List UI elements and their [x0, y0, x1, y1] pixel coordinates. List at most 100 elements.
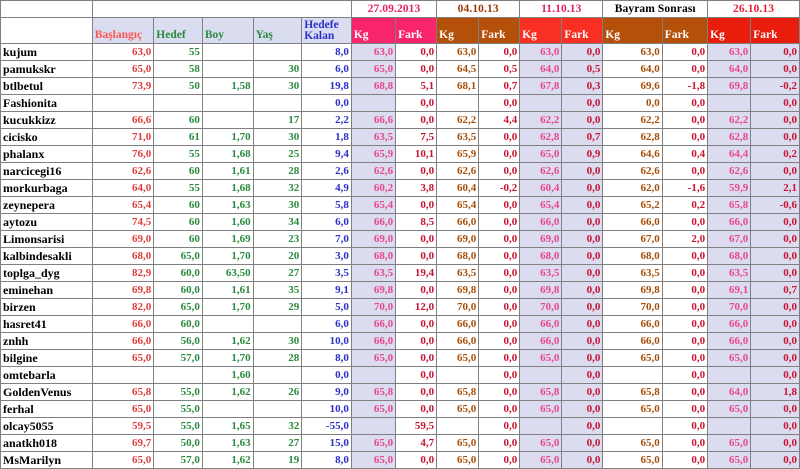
cell-fark-4[interactable]: 0,0 — [750, 162, 800, 180]
cell-hedefe-kalan[interactable]: 9,4 — [301, 145, 352, 163]
row-name[interactable]: bilgine — [0, 349, 93, 367]
header-yas[interactable]: Yaş — [252, 17, 303, 44]
header-hedef[interactable]: Hedef — [153, 17, 203, 44]
cell-hedef[interactable]: 60 — [153, 213, 203, 231]
cell-kg-3[interactable]: 64,6 — [602, 145, 663, 163]
cell-baslangic[interactable]: 82,9 — [91, 264, 155, 282]
cell-yas[interactable]: 28 — [252, 162, 303, 180]
row-name[interactable]: omtebarla — [0, 366, 93, 384]
cell-kg-3[interactable]: 65,2 — [602, 196, 663, 214]
cell-boy[interactable] — [201, 43, 254, 61]
cell-kg-2[interactable]: 62,8 — [519, 128, 563, 146]
row-name[interactable]: cicisko — [0, 128, 93, 146]
cell-kg-1[interactable]: 65,9 — [436, 145, 480, 163]
cell-fark-2[interactable]: 0,0 — [561, 315, 604, 333]
cell-fark-3[interactable]: 0,0 — [661, 298, 709, 316]
cell-boy[interactable]: 1,61 — [201, 162, 254, 180]
cell-kg-2[interactable]: 65,0 — [519, 145, 563, 163]
cell-hedefe-kalan[interactable]: 2,2 — [301, 111, 352, 129]
cell-kg-4[interactable]: 63,0 — [707, 43, 752, 61]
row-name[interactable]: Fashionita — [0, 94, 93, 112]
cell-fark-4[interactable]: 0,0 — [750, 230, 800, 248]
cell-yas[interactable]: 27 — [252, 264, 303, 282]
cell-kg-0[interactable]: 66,0 — [350, 332, 397, 350]
cell-hedefe-kalan[interactable]: 10,0 — [301, 332, 352, 350]
cell-kg-2[interactable]: 64,0 — [519, 60, 563, 78]
header-kg-2[interactable]: Kg — [519, 17, 563, 44]
date-group-1[interactable]: 04.10.13 — [436, 0, 521, 18]
cell-kg-0[interactable]: 63,5 — [350, 264, 397, 282]
cell-baslangic[interactable]: 65,0 — [91, 400, 155, 418]
cell-yas[interactable]: 20 — [252, 247, 303, 265]
cell-hedefe-kalan[interactable]: 6,0 — [301, 60, 352, 78]
cell-fark-0[interactable]: 12,0 — [395, 298, 438, 316]
header-kg-0[interactable]: Kg — [350, 17, 397, 44]
cell-fark-4[interactable]: 0,0 — [750, 111, 800, 129]
table-row[interactable]: ferhal 65,0 55,0 10,0 65,0 0,0 65,0 0,0 65,0 0,0 6… — [0, 400, 800, 418]
cell-fark-2[interactable]: 0,0 — [561, 332, 604, 350]
cell-fark-3[interactable]: 0,0 — [661, 451, 709, 469]
cell-baslangic[interactable]: 71,0 — [91, 128, 155, 146]
cell-kg-4[interactable] — [707, 94, 752, 112]
cell-fark-3[interactable]: 0,0 — [661, 111, 709, 129]
cell-yas[interactable] — [252, 366, 303, 384]
cell-fark-4[interactable]: 0,0 — [750, 366, 800, 384]
header-fark-2[interactable]: Fark — [561, 17, 604, 44]
cell-boy[interactable] — [201, 60, 254, 78]
cell-fark-1[interactable]: 0,0 — [478, 230, 521, 248]
cell-fark-1[interactable]: 0,0 — [478, 332, 521, 350]
cell-kg-2[interactable]: 66,0 — [519, 315, 563, 333]
cell-kg-3[interactable]: 64,0 — [602, 60, 663, 78]
cell-kg-2[interactable] — [519, 94, 563, 112]
row-name[interactable]: kujum — [0, 43, 93, 61]
cell-kg-3[interactable]: 67,0 — [602, 230, 663, 248]
cell-baslangic[interactable]: 66,0 — [91, 332, 155, 350]
cell-fark-2[interactable]: 0,0 — [561, 111, 604, 129]
cell-fark-3[interactable]: -1,8 — [661, 77, 709, 95]
cell-yas[interactable]: 25 — [252, 145, 303, 163]
cell-fark-4[interactable]: 0,0 — [750, 400, 800, 418]
cell-fark-4[interactable]: 0,0 — [750, 43, 800, 61]
cell-hedefe-kalan[interactable]: 2,6 — [301, 162, 352, 180]
cell-kg-2[interactable]: 68,0 — [519, 247, 563, 265]
cell-yas[interactable]: 19 — [252, 451, 303, 469]
cell-fark-0[interactable]: 0,0 — [395, 162, 438, 180]
cell-kg-3[interactable]: 66,0 — [602, 315, 663, 333]
cell-kg-2[interactable]: 65,4 — [519, 196, 563, 214]
cell-kg-1[interactable]: 66,0 — [436, 213, 480, 231]
cell-boy[interactable]: 1,68 — [201, 145, 254, 163]
cell-kg-2[interactable]: 60,4 — [519, 179, 563, 197]
cell-baslangic[interactable]: 69,7 — [91, 434, 155, 452]
cell-fark-3[interactable]: 0,0 — [661, 383, 709, 401]
cell-fark-3[interactable]: 0,0 — [661, 400, 709, 418]
cell-fark-4[interactable]: 0,0 — [750, 60, 800, 78]
cell-fark-1[interactable]: 0,0 — [478, 383, 521, 401]
cell-fark-2[interactable]: 0,0 — [561, 298, 604, 316]
cell-kg-1[interactable]: 65,0 — [436, 434, 480, 452]
cell-hedefe-kalan[interactable]: 19,8 — [301, 77, 352, 95]
cell-fark-4[interactable]: 0,0 — [750, 315, 800, 333]
cell-hedef[interactable]: 55 — [153, 43, 203, 61]
cell-fark-0[interactable]: 59,5 — [395, 417, 438, 435]
cell-kg-1[interactable]: 63,5 — [436, 264, 480, 282]
cell-fark-1[interactable]: 0,0 — [478, 196, 521, 214]
cell-fark-2[interactable]: 0,0 — [561, 400, 604, 418]
cell-baslangic[interactable]: 76,0 — [91, 145, 155, 163]
cell-hedef[interactable]: 60,0 — [153, 281, 203, 299]
cell-fark-0[interactable]: 0,0 — [395, 43, 438, 61]
cell-fark-2[interactable]: 0,0 — [561, 196, 604, 214]
cell-yas[interactable]: 17 — [252, 111, 303, 129]
cell-kg-0[interactable]: 68,8 — [350, 77, 397, 95]
cell-hedefe-kalan[interactable]: 5,8 — [301, 196, 352, 214]
cell-kg-4[interactable]: 66,0 — [707, 332, 752, 350]
row-name[interactable]: btlbetul — [0, 77, 93, 95]
row-name[interactable]: kalbindesakli — [0, 247, 93, 265]
cell-fark-2[interactable]: 0,0 — [561, 213, 604, 231]
cell-hedefe-kalan[interactable]: 9,1 — [301, 281, 352, 299]
cell-fark-0[interactable]: 8,5 — [395, 213, 438, 231]
cell-kg-2[interactable]: 66,0 — [519, 332, 563, 350]
cell-yas[interactable]: 27 — [252, 434, 303, 452]
table-row[interactable]: zeynepera 65,4 60 1,63 30 5,8 65,4 0,0 65,4 0,0 65… — [0, 196, 800, 214]
cell-fark-1[interactable]: 0,0 — [478, 145, 521, 163]
header-boy[interactable]: Boy — [201, 17, 254, 44]
